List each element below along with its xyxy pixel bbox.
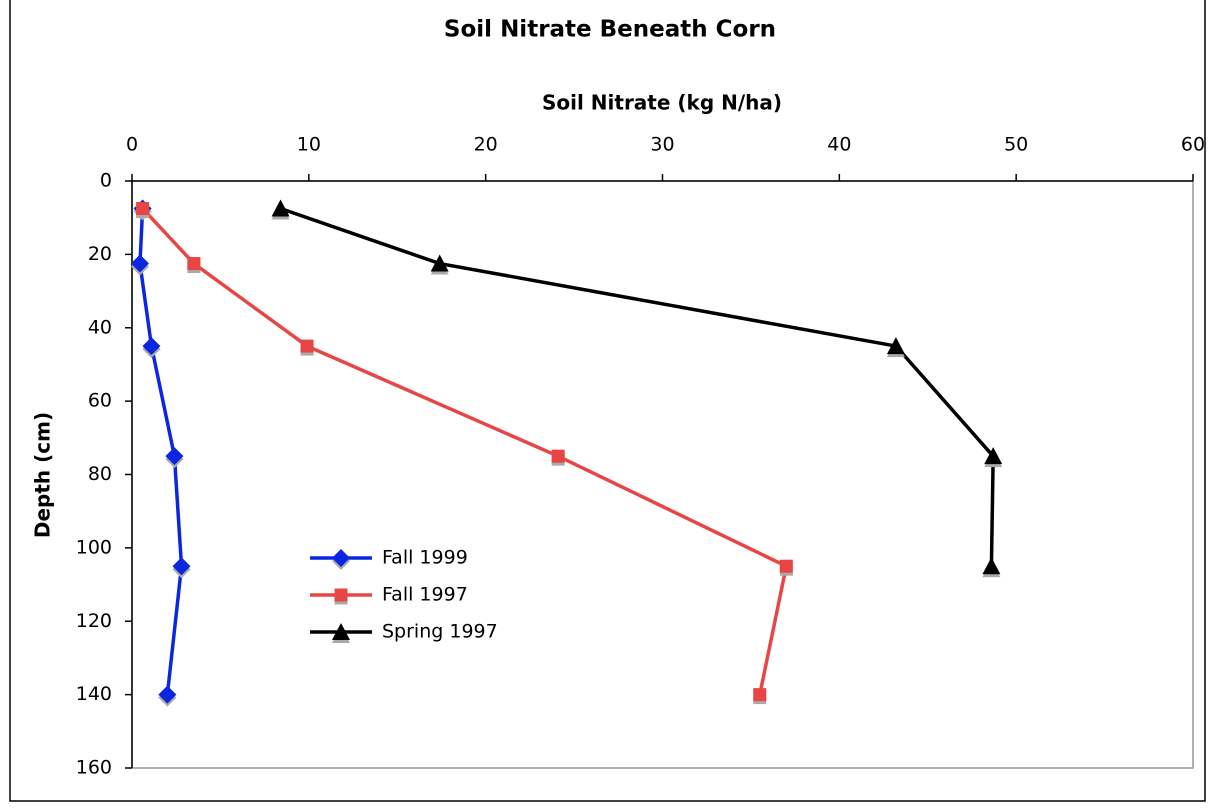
data-point (158, 685, 177, 704)
data-point (779, 559, 793, 573)
y-tick-label: 40 (88, 316, 112, 338)
legend-label: Fall 1997 (382, 584, 468, 606)
legend-label: Fall 1999 (382, 547, 468, 569)
data-point (187, 257, 201, 271)
x-tick-label: 30 (650, 134, 674, 156)
data-point (982, 557, 1001, 575)
x-tick-label: 40 (827, 134, 851, 156)
y-tick-label: 80 (88, 463, 112, 485)
data-point (142, 337, 161, 356)
chart-title: Soil Nitrate Beneath Corn (444, 17, 776, 43)
x-tick-label: 50 (1004, 134, 1028, 156)
y-axis-label: Depth (cm) (31, 412, 55, 538)
data-point (271, 199, 290, 217)
legend-marker (332, 623, 350, 640)
legend-marker (332, 549, 350, 567)
chart-frame (9, 0, 1206, 802)
y-tick-label: 0 (100, 170, 112, 192)
data-point (984, 447, 1003, 465)
legend-label: Spring 1997 (382, 621, 498, 643)
y-tick-label: 140 (76, 683, 112, 705)
data-point (300, 339, 314, 353)
x-tick-label: 20 (474, 134, 498, 156)
data-point (165, 447, 184, 466)
data-point (430, 254, 449, 272)
y-tick-label: 100 (76, 536, 112, 558)
y-tick-label: 160 (76, 757, 112, 779)
x-tick-label: 60 (1181, 134, 1205, 156)
x-tick-label: 10 (297, 134, 321, 156)
y-tick-label: 60 (88, 390, 112, 412)
y-tick-label: 120 (76, 610, 112, 632)
data-point (886, 337, 905, 355)
x-axis-label: Soil Nitrate (kg N/ha) (542, 91, 782, 115)
data-point (130, 254, 149, 273)
data-point (753, 688, 767, 702)
legend-marker (334, 588, 348, 602)
data-point (172, 557, 191, 576)
data-point (551, 449, 565, 463)
y-tick-label: 20 (88, 243, 112, 265)
series-line (141, 207, 789, 695)
x-tick-label: 0 (126, 134, 138, 156)
series-line (138, 208, 184, 695)
data-point (136, 202, 150, 216)
